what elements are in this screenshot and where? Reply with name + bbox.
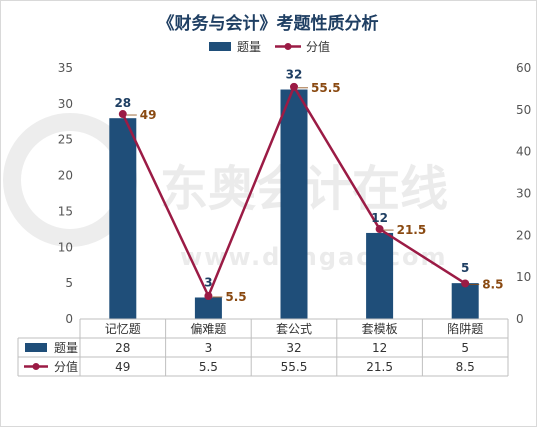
legend-line-marker bbox=[284, 43, 292, 50]
table-line-value: 8.5 bbox=[456, 360, 475, 374]
table-bar-value: 32 bbox=[286, 341, 301, 355]
line-point bbox=[118, 110, 127, 119]
table-line-value: 5.5 bbox=[199, 360, 218, 374]
line-point bbox=[461, 279, 470, 288]
line-data-label: 49 bbox=[140, 108, 157, 122]
table-bar-value: 3 bbox=[205, 341, 213, 355]
y-right-tick-label: 20 bbox=[516, 228, 531, 242]
line-data-label: 21.5 bbox=[397, 223, 427, 237]
legend: 题量 分值 bbox=[209, 39, 330, 54]
table-bar-value: 12 bbox=[372, 341, 387, 355]
y-right-tick-label: 50 bbox=[516, 103, 531, 117]
bar bbox=[366, 232, 394, 319]
y-left-tick-label: 25 bbox=[58, 133, 73, 147]
bar bbox=[280, 89, 308, 319]
table-bar-series-name: 题量 bbox=[54, 341, 78, 355]
bar bbox=[109, 118, 137, 319]
bar-data-label: 3 bbox=[204, 275, 212, 289]
bar-data-label: 32 bbox=[286, 68, 303, 82]
table-line-key-marker bbox=[32, 363, 40, 370]
chart-title: 《财务与会计》考题性质分析 bbox=[158, 13, 379, 34]
bar-data-label: 28 bbox=[114, 96, 131, 110]
line-point bbox=[375, 225, 384, 234]
watermark: 东奥会计在线 www.dongao.com bbox=[3, 113, 448, 271]
line-data-label: 55.5 bbox=[311, 81, 341, 95]
y-left-tick-label: 10 bbox=[58, 240, 73, 254]
y-right-tick-label: 60 bbox=[516, 61, 531, 75]
bar-data-label: 5 bbox=[461, 261, 469, 275]
legend-bar-label: 题量 bbox=[237, 40, 261, 54]
table-line-value: 55.5 bbox=[281, 360, 308, 374]
y-left-tick-label: 5 bbox=[65, 276, 73, 290]
category-label: 偏难题 bbox=[190, 321, 226, 336]
y-left-tick-label: 0 bbox=[65, 312, 73, 326]
y-right-tick-label: 0 bbox=[516, 312, 524, 326]
bar-data-label: 12 bbox=[371, 211, 388, 225]
line-data-label: 5.5 bbox=[225, 290, 246, 304]
table-line-value: 49 bbox=[115, 360, 130, 374]
line-point bbox=[204, 291, 213, 300]
bar bbox=[194, 297, 222, 319]
category-label: 记忆题 bbox=[105, 322, 141, 336]
y-right-tick-label: 40 bbox=[516, 145, 531, 159]
legend-bar-swatch bbox=[209, 42, 231, 51]
line-series bbox=[118, 82, 470, 300]
data-labels: 28 3 32 12 5 49 5.5 55.5 21.5 8.5 bbox=[114, 68, 503, 304]
category-label: 套公式 bbox=[276, 322, 312, 336]
bar bbox=[451, 283, 479, 319]
table-line-series-name: 分值 bbox=[54, 359, 78, 374]
line-point bbox=[290, 82, 298, 91]
legend-line-label: 分值 bbox=[306, 39, 330, 54]
bars bbox=[109, 89, 479, 319]
y-left-tick-label: 30 bbox=[58, 97, 73, 111]
table-bar-key bbox=[25, 343, 47, 352]
y-left-tick-label: 35 bbox=[58, 61, 73, 75]
y-right-tick-label: 10 bbox=[516, 270, 531, 284]
y-left-tick-label: 15 bbox=[58, 204, 73, 218]
table-line-value: 21.5 bbox=[366, 360, 393, 374]
table-bar-value: 28 bbox=[115, 341, 130, 355]
category-label: 套模板 bbox=[362, 322, 398, 336]
y-left-tick-label: 20 bbox=[58, 169, 73, 183]
y-right-tick-label: 30 bbox=[516, 187, 531, 201]
category-label: 陷阱题 bbox=[447, 321, 483, 336]
line-data-label: 8.5 bbox=[482, 277, 503, 291]
table-bar-value: 5 bbox=[461, 341, 469, 355]
